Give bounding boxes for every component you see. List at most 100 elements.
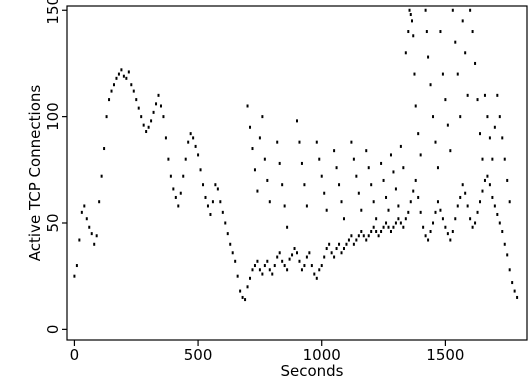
data-point — [459, 115, 462, 119]
data-point — [167, 157, 170, 161]
data-point — [355, 238, 358, 242]
data-point — [266, 178, 269, 182]
data-point — [305, 204, 308, 208]
data-point — [219, 200, 222, 204]
data-point — [436, 200, 439, 204]
data-point — [404, 51, 407, 55]
data-point — [394, 221, 397, 225]
data-point — [397, 204, 400, 208]
data-point — [389, 230, 392, 234]
data-point — [392, 170, 395, 174]
data-point — [350, 234, 353, 238]
data-point — [110, 89, 113, 93]
data-point — [162, 115, 165, 119]
data-point — [179, 191, 182, 195]
data-point — [286, 268, 289, 272]
data-point — [214, 183, 217, 187]
data-point — [417, 132, 420, 136]
data-point — [187, 140, 190, 144]
data-point — [155, 102, 158, 106]
data-point — [204, 195, 207, 199]
data-point — [177, 204, 180, 208]
data-point — [454, 40, 457, 44]
data-point — [357, 234, 360, 238]
data-point — [90, 232, 93, 236]
data-point — [122, 74, 125, 78]
data-point — [449, 149, 452, 153]
data-point — [392, 225, 395, 229]
data-point — [471, 30, 474, 34]
data-point — [258, 136, 261, 140]
data-point — [283, 264, 286, 268]
data-point — [414, 104, 417, 108]
data-point — [491, 157, 494, 161]
data-point — [244, 298, 247, 302]
data-point — [226, 232, 229, 236]
data-point — [125, 76, 128, 80]
data-point — [184, 157, 187, 161]
data-point — [412, 189, 415, 193]
data-point — [278, 251, 281, 255]
data-point — [221, 210, 224, 214]
data-point — [229, 242, 232, 246]
data-point — [352, 157, 355, 161]
data-point — [429, 230, 432, 234]
data-point — [296, 251, 298, 255]
data-point — [506, 253, 509, 257]
data-point — [268, 200, 271, 204]
data-point — [446, 232, 449, 236]
data-point — [296, 119, 298, 123]
data-point — [446, 123, 449, 127]
data-point — [432, 115, 435, 119]
data-point — [100, 174, 103, 178]
data-point — [330, 251, 333, 255]
data-point — [325, 247, 328, 251]
data-point — [375, 230, 378, 234]
data-point — [278, 161, 281, 165]
data-point — [491, 195, 494, 199]
data-point — [372, 200, 375, 204]
data-point — [169, 174, 172, 178]
data-point — [424, 8, 427, 12]
data-point — [493, 204, 496, 208]
data-point — [414, 178, 417, 182]
data-point — [476, 210, 479, 214]
data-point — [404, 217, 407, 221]
data-point — [194, 144, 197, 148]
data-point — [93, 242, 96, 246]
data-point — [412, 34, 415, 38]
data-point — [300, 268, 303, 272]
data-point — [182, 174, 185, 178]
data-point — [382, 178, 385, 182]
x-tick-label: 1500 — [426, 346, 464, 364]
data-point — [449, 238, 452, 242]
data-point — [419, 210, 422, 214]
x-axis-title: Seconds — [280, 362, 343, 380]
data-point — [466, 93, 469, 97]
data-point — [266, 259, 269, 263]
data-point — [315, 276, 318, 280]
data-point — [508, 268, 511, 272]
data-point — [283, 204, 286, 208]
plot-frame — [66, 5, 528, 341]
data-point — [387, 208, 390, 212]
data-point — [461, 19, 464, 23]
data-point — [305, 255, 308, 259]
data-point — [486, 174, 489, 178]
data-point — [246, 285, 249, 289]
y-axis-title: Active TCP Connections — [26, 85, 44, 262]
data-point — [211, 200, 214, 204]
data-point — [281, 259, 284, 263]
data-point — [206, 204, 209, 208]
data-point — [209, 212, 212, 216]
data-point — [459, 195, 462, 199]
data-point — [503, 157, 506, 161]
data-point — [318, 157, 321, 161]
data-point — [434, 210, 437, 214]
data-point — [273, 264, 276, 268]
data-point — [172, 187, 175, 191]
data-point — [320, 174, 323, 178]
data-point — [323, 191, 326, 195]
data-point — [83, 204, 86, 208]
data-point — [503, 242, 506, 246]
